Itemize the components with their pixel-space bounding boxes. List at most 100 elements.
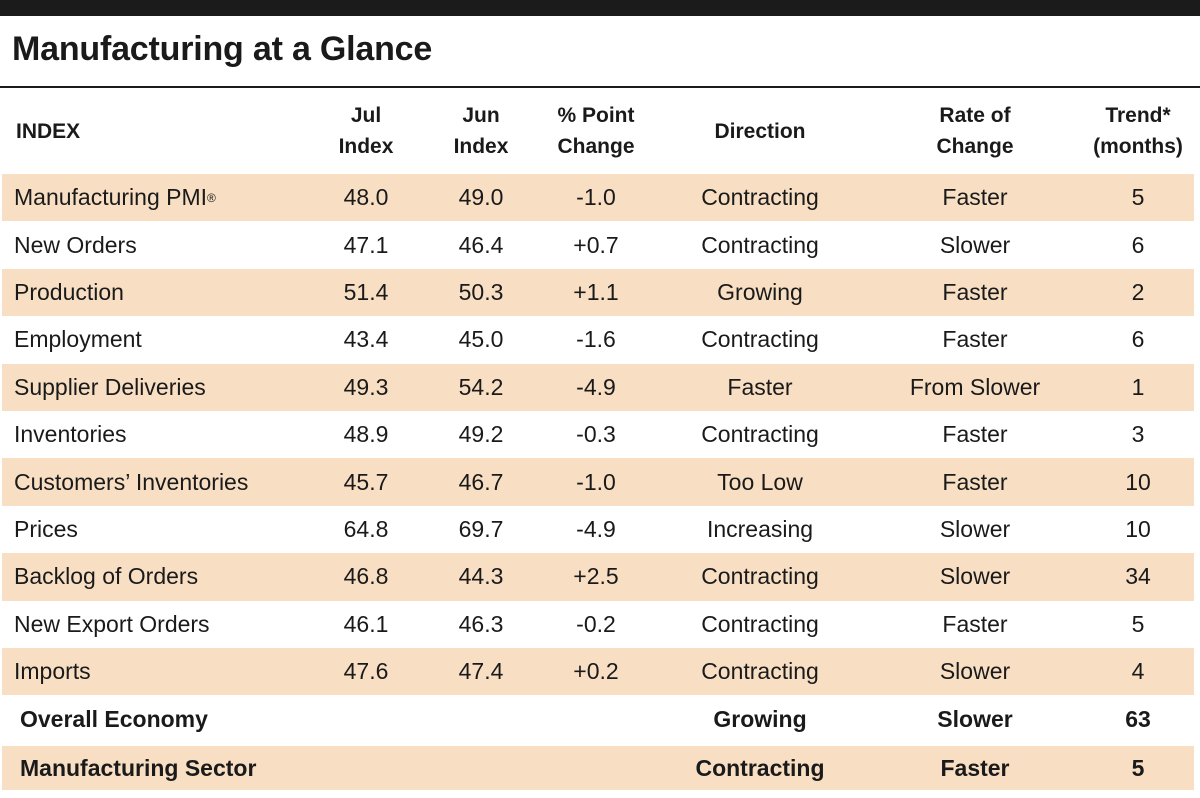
table-row: Customers’ Inventories 45.7 46.7 -1.0 To… [2,458,1194,506]
table-row: Backlog of Orders 46.8 44.3 +2.5 Contrac… [2,553,1194,601]
row-jul-value: 48.0 [343,184,389,211]
page-title: Manufacturing at a Glance [12,30,433,68]
row-direction: Contracting [701,231,819,258]
header-pt-line2: Change [557,135,635,158]
row-jul-value: 51.4 [343,278,389,305]
header-jun-line1: Jun [462,104,500,127]
glance-table: INDEX Jul Index Jun Index % Point Change Di… [0,88,1200,791]
row-jun-value: 45.0 [458,326,504,353]
row-jun-value: 46.3 [458,610,504,637]
row-index-name: Employment [14,326,142,353]
row-point-change: +2.5 [573,563,619,590]
header-rate-of-change: Rate of Change [936,88,1013,174]
row-jun-value: 47.4 [458,658,504,685]
row-index-name: Production [14,278,124,305]
title-divider [0,86,1200,88]
summary-rate-of-change: Faster [940,754,1010,781]
header-jul-line1: Jul [350,104,382,127]
summary-direction: Contracting [695,754,825,781]
top-rule [0,0,1200,16]
table-row: Prices 64.8 69.7 -4.9 Increasing Slower … [2,506,1194,553]
row-direction: Contracting [701,610,819,637]
row-direction: Contracting [701,421,819,448]
summary-trend: 5 [1131,754,1145,781]
row-point-change: +1.1 [573,278,619,305]
row-point-change: -4.9 [576,373,616,400]
table-row: New Export Orders 46.1 46.3 -0.2 Contrac… [2,601,1194,648]
row-index-name: New Orders [14,231,137,258]
row-index-name: Inventories [14,421,127,448]
summary-row-overall-economy: Overall Economy Growing Slower 63 [2,695,1194,743]
row-index-name: New Export Orders [14,610,210,637]
summary-row-manufacturing-sector: Manufacturing Sector Contracting Faster … [2,746,1194,791]
row-direction: Faster [727,373,793,400]
table-row: Employment 43.4 45.0 -1.6 Contracting Fa… [2,316,1194,363]
row-jul-value: 64.8 [343,515,389,542]
row-jun-value: 46.4 [458,231,504,258]
row-jul-value: 47.1 [343,231,389,258]
header-jul-line2: Index [338,135,394,158]
row-index-name: Supplier Deliveries [14,373,206,400]
summary-direction: Growing [713,705,807,732]
header-trend: Trend* (months) [1093,88,1183,174]
row-trend: 6 [1131,231,1145,258]
row-trend: 10 [1125,515,1151,542]
row-jun-value: 49.2 [458,421,504,448]
row-rate-of-change: Slower [939,515,1011,542]
row-trend: 3 [1131,421,1145,448]
row-point-change: -1.6 [576,326,616,353]
row-jun-value: 50.3 [458,278,504,305]
row-jul-value: 49.3 [343,373,389,400]
table-row: Production 51.4 50.3 +1.1 Growing Faster… [2,268,1194,317]
header-pt-line1: % Point [557,104,635,127]
header-jul-index: Jul Index [339,88,394,174]
row-trend: 10 [1125,468,1151,495]
row-point-change: -4.9 [576,515,616,542]
table-row: New Orders 47.1 46.4 +0.7 Contracting Sl… [2,221,1194,268]
row-jun-value: 49.0 [458,184,504,211]
row-direction: Too Low [717,468,803,495]
row-point-change: +0.2 [573,658,619,685]
row-name-text: Manufacturing PMI [14,184,208,211]
row-direction: Growing [717,278,803,305]
row-jun-value: 46.7 [458,468,504,495]
header-direction: Direction [714,119,806,143]
row-jul-value: 43.4 [343,326,389,353]
summary-name: Manufacturing Sector [20,754,257,781]
row-index-name: Manufacturing PMI ® [14,174,216,221]
header-rate-line2: Change [936,135,1014,158]
header-jun-index: Jun Index [454,88,509,174]
row-jul-value: 48.9 [343,421,389,448]
row-jul-value: 45.7 [343,468,389,495]
table-row: Supplier Deliveries 49.3 54.2 -4.9 Faste… [2,363,1194,411]
row-jun-value: 54.2 [458,373,504,400]
row-rate-of-change: Slower [939,231,1011,258]
row-index-name: Prices [14,515,78,542]
row-point-change: -1.0 [576,468,616,495]
row-jul-value: 46.1 [343,610,389,637]
row-index-name: Customers’ Inventories [14,468,249,495]
row-rate-of-change: Faster [942,610,1008,637]
row-direction: Contracting [701,184,819,211]
row-point-change: -0.3 [576,421,616,448]
header-index: INDEX [16,119,81,143]
row-jul-value: 46.8 [343,563,389,590]
row-trend: 5 [1131,184,1145,211]
row-index-name: Backlog of Orders [14,563,199,590]
row-trend: 2 [1131,278,1145,305]
row-rate-of-change: Faster [942,421,1008,448]
row-jun-value: 69.7 [458,515,504,542]
row-trend: 34 [1125,563,1151,590]
summary-trend: 63 [1125,705,1151,732]
registered-mark: ® [207,190,216,205]
header-rate-line1: Rate of [939,104,1011,127]
row-direction: Contracting [701,563,819,590]
header-jun-line2: Index [453,135,509,158]
row-point-change: -1.0 [576,184,616,211]
table-header-row: INDEX Jul Index Jun Index % Point Change Di… [2,88,1194,174]
row-point-change: +0.7 [573,231,619,258]
row-rate-of-change: Slower [939,658,1011,685]
row-rate-of-change: Faster [942,278,1008,305]
row-direction: Contracting [701,658,819,685]
row-index-name: Imports [14,658,91,685]
